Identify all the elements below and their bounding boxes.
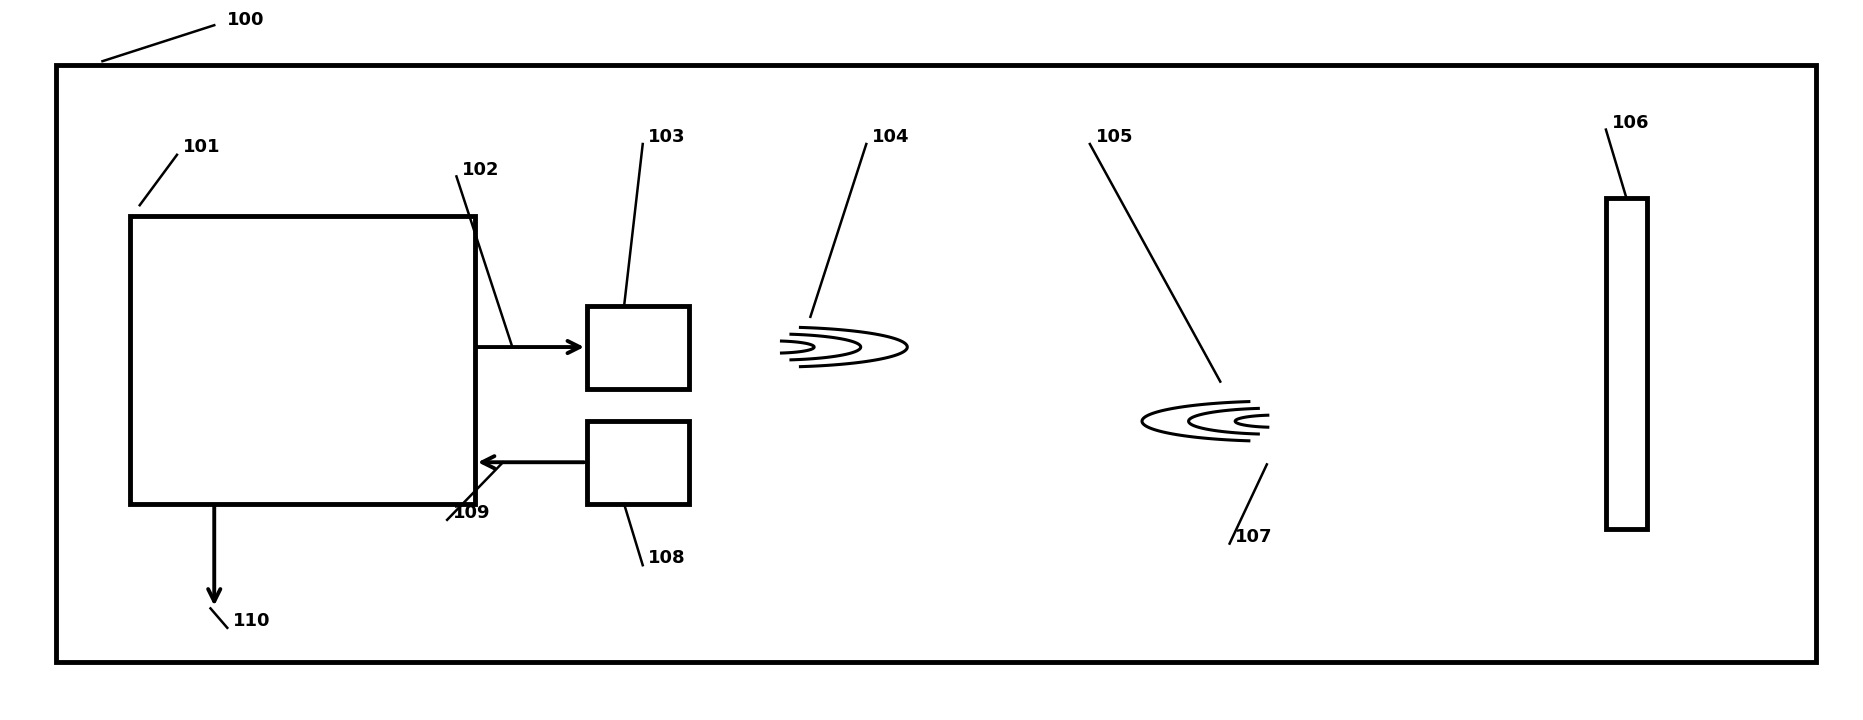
Bar	[1606, 198, 1647, 529]
Bar	[587, 421, 689, 504]
Text: 101: 101	[183, 138, 220, 156]
Text: 109: 109	[453, 504, 490, 522]
Text: 110: 110	[233, 612, 270, 630]
Text: 108: 108	[648, 549, 686, 567]
Text: 106: 106	[1611, 114, 1649, 132]
Bar	[587, 306, 689, 389]
Bar	[56, 65, 1816, 662]
Text: 103: 103	[648, 128, 686, 146]
Bar	[130, 216, 475, 504]
Text: 107: 107	[1235, 528, 1272, 546]
Text: 102: 102	[462, 161, 499, 179]
Text: 104: 104	[872, 128, 909, 146]
Text: 105: 105	[1095, 128, 1133, 146]
Text: 100: 100	[227, 11, 265, 29]
